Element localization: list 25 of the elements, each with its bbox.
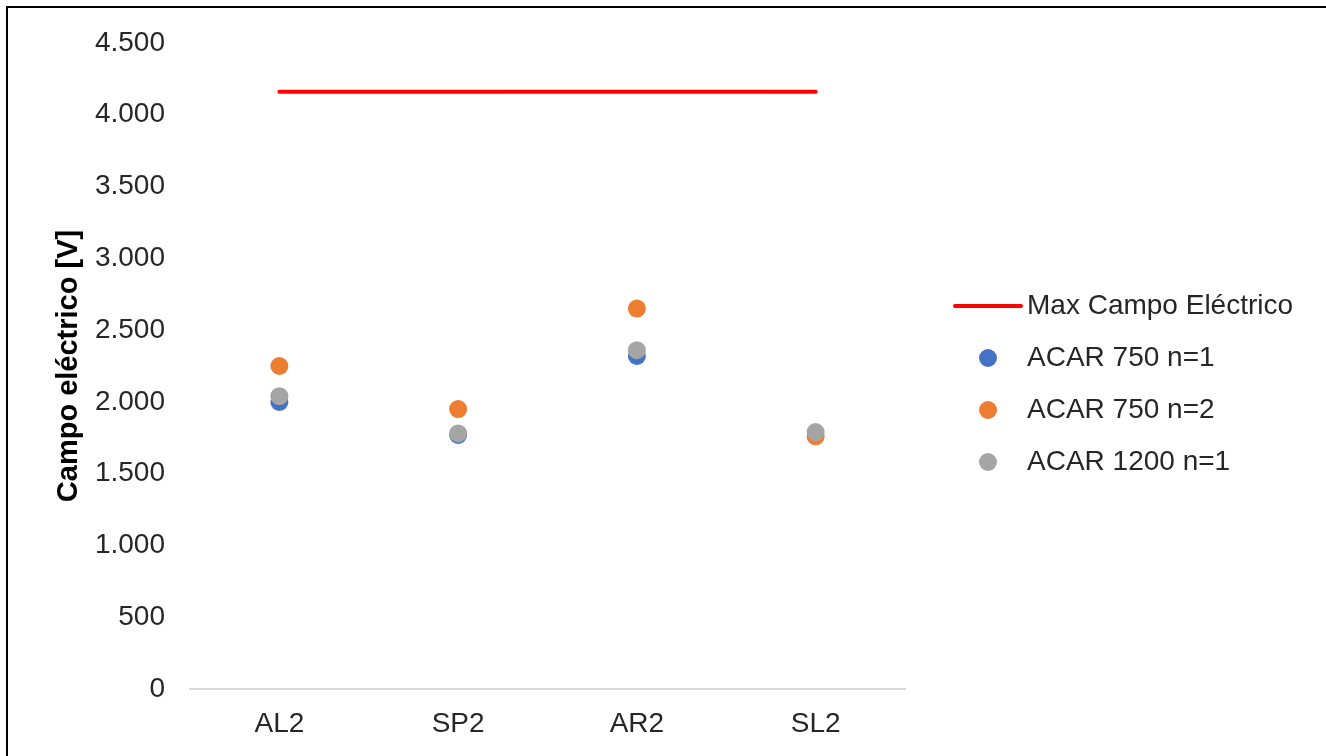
legend-label: ACAR 1200 n=1	[1027, 444, 1231, 476]
y-tick-label: 500	[118, 599, 165, 631]
y-tick-label: 3.500	[94, 169, 165, 201]
y-tick-label: 3.000	[94, 241, 165, 273]
y-tick-label: 1.000	[94, 528, 165, 560]
legend-label: ACAR 750 n=2	[1027, 392, 1215, 424]
y-tick-label: 2.000	[94, 384, 165, 416]
y-tick-label: 4.500	[94, 25, 165, 57]
point	[270, 357, 289, 375]
y-tick-label: 2.500	[94, 312, 165, 344]
y-tick-label: 0	[149, 671, 165, 703]
legend-label: ACAR 750 n=1	[1027, 340, 1215, 372]
legend-label: Max Campo Eléctrico	[1027, 288, 1294, 320]
y-tick-label: 4.000	[94, 97, 165, 129]
point	[627, 341, 646, 360]
y-axis-title: Campo eléctrico [V]	[51, 229, 84, 503]
x-tick-label: SP2	[431, 706, 485, 738]
x-tick-label: AR2	[609, 706, 665, 738]
point	[627, 299, 646, 318]
x-tick-label: AL2	[254, 706, 305, 738]
point	[806, 423, 825, 442]
point	[449, 400, 468, 419]
y-tick-label: 1.500	[94, 456, 165, 488]
x-tick-label: SL2	[790, 706, 841, 738]
point	[270, 387, 289, 406]
